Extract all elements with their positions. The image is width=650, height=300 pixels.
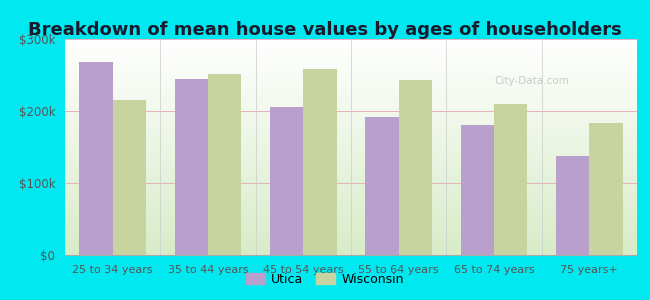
Text: City-Data.com: City-Data.com	[494, 76, 569, 86]
Bar	[112, 100, 146, 255]
Bar	[494, 104, 527, 255]
Text: Breakdown of mean house values by ages of householders: Breakdown of mean house values by ages o…	[28, 21, 622, 39]
Bar	[590, 123, 623, 255]
Bar	[304, 69, 337, 255]
Bar	[556, 156, 590, 255]
Bar	[175, 79, 208, 255]
Bar	[270, 107, 304, 255]
Bar	[398, 80, 432, 255]
Bar	[79, 62, 112, 255]
Bar	[365, 117, 398, 255]
Legend: Utica, Wisconsin: Utica, Wisconsin	[241, 268, 409, 291]
Bar	[208, 74, 241, 255]
Bar	[461, 125, 494, 255]
